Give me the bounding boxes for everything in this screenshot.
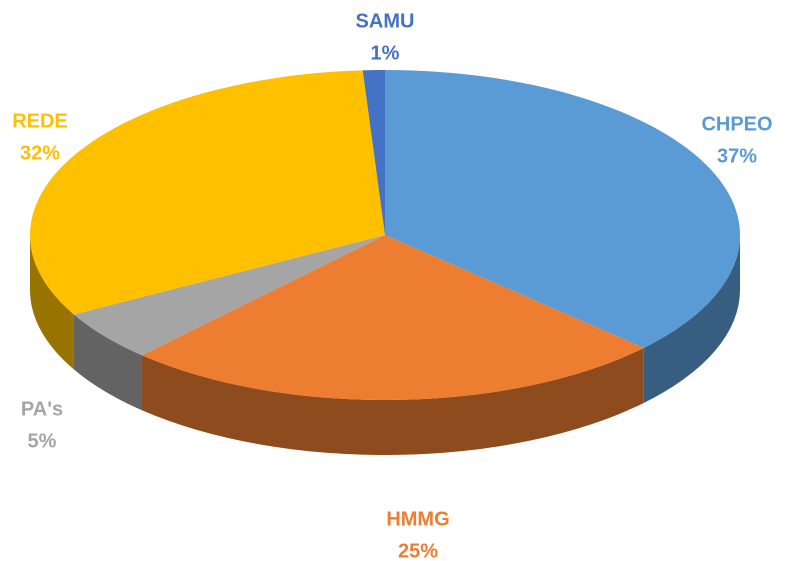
slice-value-label: 25% (398, 540, 438, 561)
slice-side (643, 235, 740, 403)
slice-value-label: 37% (717, 145, 757, 167)
slice-value-label: 5% (28, 430, 57, 452)
slice-label: SAMU (356, 10, 415, 32)
slice (73, 235, 385, 356)
slice-label: PA's (21, 398, 63, 420)
slice (141, 235, 644, 400)
slice-side (141, 347, 644, 455)
slice-side (30, 235, 74, 370)
slice-side (73, 314, 142, 411)
slice-label: HMMG (386, 508, 449, 530)
slice (30, 70, 385, 315)
slice-value-label: 32% (20, 142, 60, 164)
slice (362, 70, 385, 235)
slice-label: CHPEO (701, 113, 772, 135)
slice-label: REDE (12, 110, 68, 132)
slice (385, 70, 740, 348)
slice-value-label: 1% (371, 42, 400, 64)
